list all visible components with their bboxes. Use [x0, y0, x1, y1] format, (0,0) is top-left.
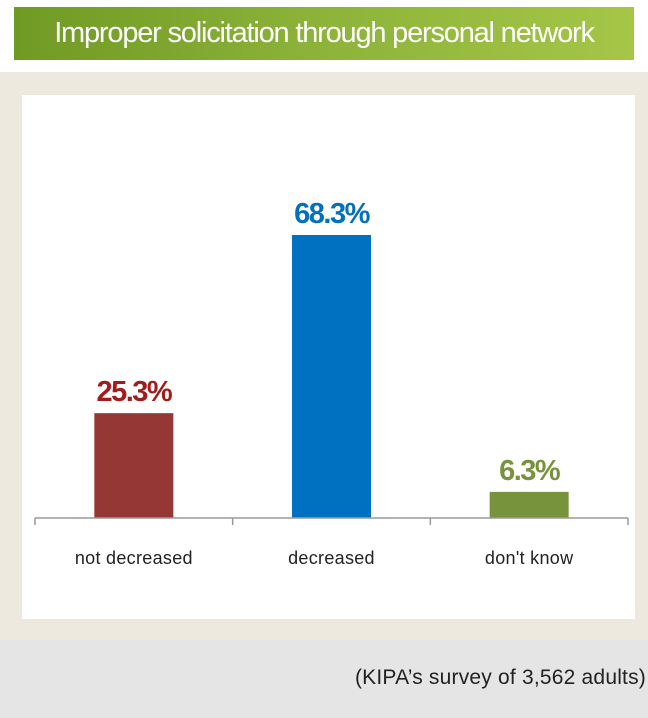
bar [489, 491, 569, 518]
data-label: 25.3% [96, 376, 172, 408]
category-label: decreased [288, 548, 375, 568]
category-label: don't know [485, 548, 574, 568]
bar [292, 235, 371, 518]
chart-title: Improper solicitation through personal n… [54, 17, 595, 49]
category-label: not decreased [75, 548, 193, 568]
data-label: 68.3% [294, 198, 370, 230]
source-note: (KIPA’s survey of 3,562 adults) [354, 666, 646, 689]
data-label: 6.3% [499, 455, 561, 487]
bar [94, 413, 174, 518]
chart-title-bar: Improper solicitation through personal n… [14, 7, 634, 60]
footer-band [0, 640, 648, 718]
bar-chart: 25.3% not decreased 68.3% decreased 6.3% don'… [34, 198, 629, 568]
